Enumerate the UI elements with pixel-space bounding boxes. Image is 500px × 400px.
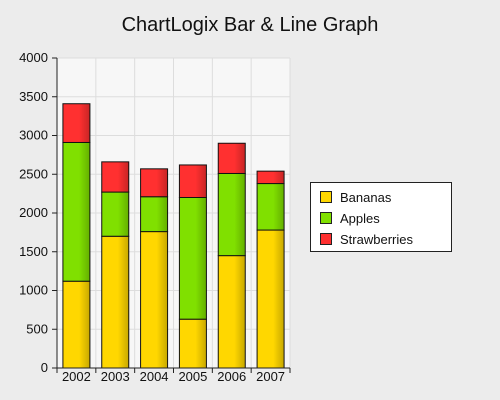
legend-label-apples: Apples (340, 210, 380, 226)
x-tick-label: 2006 (217, 369, 246, 384)
x-tick-label: 2007 (256, 369, 285, 384)
bar-strawberries-2004 (140, 168, 169, 198)
y-tick-label: 500 (26, 321, 48, 336)
bar-apples-2003 (101, 191, 130, 237)
bar-bananas-2007 (256, 229, 285, 369)
bar-strawberries-2002 (62, 103, 91, 143)
bar-apples-2006 (217, 172, 246, 257)
legend-item-apples: Apples (320, 210, 380, 226)
x-tick-label: 2003 (101, 369, 130, 384)
legend-label-bananas: Bananas (340, 189, 392, 205)
legend-item-bananas: Bananas (320, 189, 391, 205)
y-tick-label: 2000 (19, 205, 48, 220)
chart-legend: Bananas Apples Strawberries (310, 182, 452, 252)
bar-strawberries-2006 (217, 142, 246, 174)
legend-label-strawberries: Strawberries (340, 231, 413, 247)
legend-swatch-apples (320, 212, 332, 224)
y-tick-label: 2500 (19, 166, 48, 181)
y-tick-label: 3500 (19, 89, 48, 104)
legend-swatch-strawberries (320, 233, 332, 245)
x-tick-label: 2002 (62, 369, 91, 384)
y-tick-label: 3000 (19, 128, 48, 143)
x-tick-label: 2004 (140, 369, 169, 384)
chart-title: ChartLogix Bar & Line Graph (121, 14, 379, 36)
legend-item-strawberries: Strawberries (320, 231, 413, 247)
bar-bananas-2005 (178, 318, 207, 369)
x-tick-label: 2005 (178, 369, 207, 384)
bar-apples-2005 (178, 197, 207, 320)
bar-strawberries-2005 (178, 164, 207, 198)
y-tick-label: 0 (41, 360, 48, 375)
y-tick-label: 1000 (19, 283, 48, 298)
bar-apples-2007 (256, 183, 285, 231)
y-tick-label: 4000 (19, 50, 48, 65)
y-tick-label: 1500 (19, 244, 48, 259)
bar-apples-2004 (140, 196, 169, 233)
bar-bananas-2006 (217, 255, 246, 369)
legend-swatch-bananas (320, 191, 332, 203)
bar-bananas-2002 (62, 280, 91, 369)
bar-strawberries-2007 (256, 170, 285, 185)
bar-bananas-2004 (140, 231, 169, 369)
bar-strawberries-2003 (101, 161, 130, 193)
bar-apples-2002 (62, 141, 91, 282)
bar-bananas-2003 (101, 235, 130, 369)
